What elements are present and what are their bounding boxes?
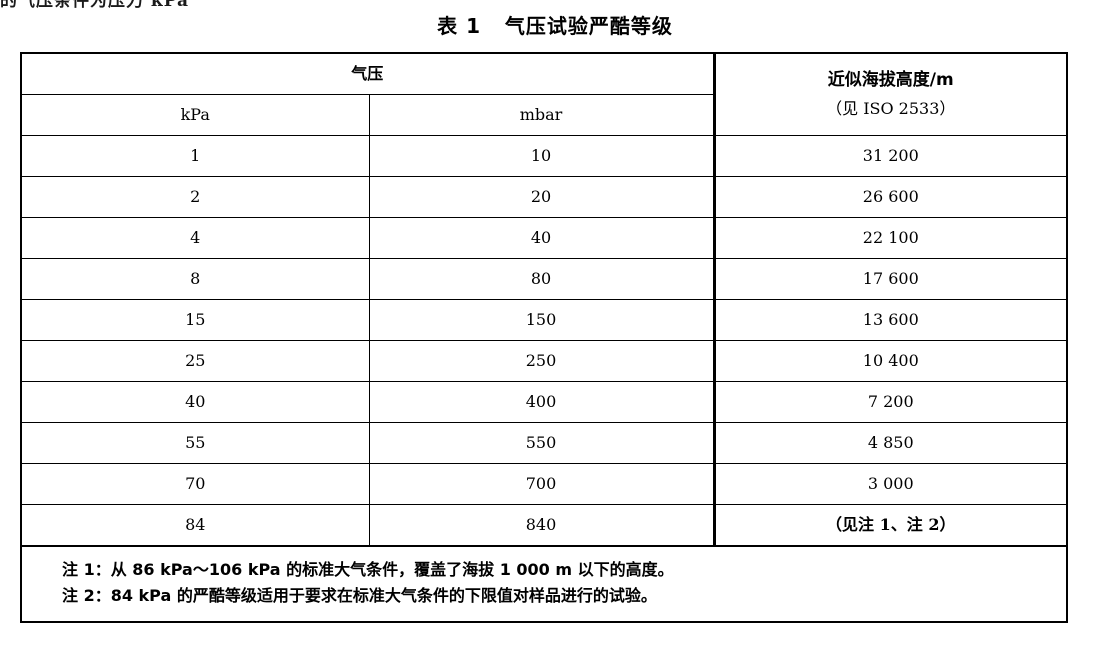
cell-altitude: 13 600 — [712, 299, 1068, 341]
cell-kpa: 40 — [20, 381, 370, 423]
pressure-severity-table: 气压 近似海拔高度/m （见 ISO 2533） kPa mbar 1 10 3… — [20, 52, 1069, 623]
table-notes-row: 注 1：从 86 kPa～106 kPa 的标准大气条件，覆盖了海拔 1 000… — [20, 545, 1068, 623]
cell-altitude: 26 600 — [712, 176, 1068, 218]
table-caption: 表 1 气压试验严酷等级 — [437, 14, 673, 38]
header-unit-mbar: mbar — [368, 94, 715, 136]
table-row: 2 20 26 600 — [20, 176, 1068, 218]
note-1: 注 1：从 86 kPa～106 kPa 的标准大气条件，覆盖了海拔 1 000… — [62, 560, 674, 579]
cell-mbar: 10 — [368, 135, 715, 177]
table-row: 4 40 22 100 — [20, 217, 1068, 259]
table-row: 25 250 10 400 — [20, 340, 1068, 382]
cell-altitude: 17 600 — [712, 258, 1068, 300]
cell-mbar: 700 — [368, 463, 715, 505]
table-row: 8 80 17 600 — [20, 258, 1068, 300]
cell-altitude: 31 200 — [712, 135, 1068, 177]
cell-kpa: 84 — [20, 504, 370, 547]
cell-altitude: 4 850 — [712, 422, 1068, 464]
table-row: 40 400 7 200 — [20, 381, 1068, 423]
cell-mbar: 80 — [368, 258, 715, 300]
cell-kpa: 55 — [20, 422, 370, 464]
header-altitude-line2: （见 ISO 2533） — [826, 98, 956, 118]
cell-kpa: 15 — [20, 299, 370, 341]
note-2: 注 2：84 kPa 的严酷等级适用于要求在标准大气条件的下限值对样品进行的试验… — [62, 586, 657, 605]
cell-kpa: 1 — [20, 135, 370, 177]
header-altitude: 近似海拔高度/m （见 ISO 2533） — [712, 52, 1068, 136]
table-header-row-units: kPa mbar — [20, 94, 1067, 136]
table-row: 55 550 4 850 — [20, 422, 1068, 464]
cell-mbar: 250 — [368, 340, 715, 382]
cell-mbar: 20 — [368, 176, 715, 218]
table-row: 70 700 3 000 — [20, 463, 1068, 505]
cutoff-text-line: 的气压条件为压力 kPa — [0, 0, 420, 8]
cell-mbar: 550 — [368, 422, 715, 464]
cell-altitude: 10 400 — [712, 340, 1068, 382]
cell-mbar: 400 — [368, 381, 715, 423]
cell-kpa: 70 — [20, 463, 370, 505]
cell-kpa: 2 — [20, 176, 370, 218]
header-pressure-group: 气压 — [20, 52, 715, 95]
table-row: 84 840 （见注 1、注 2） — [20, 504, 1068, 547]
cell-kpa: 8 — [20, 258, 370, 300]
table-row: 1 10 31 200 — [20, 135, 1068, 177]
header-unit-kpa: kPa — [20, 94, 370, 136]
cell-kpa: 4 — [20, 217, 370, 259]
table-row: 15 150 13 600 — [20, 299, 1068, 341]
header-altitude-line1: 近似海拔高度/m — [827, 70, 954, 91]
cell-altitude: 22 100 — [712, 217, 1068, 259]
table-notes: 注 1：从 86 kPa～106 kPa 的标准大气条件，覆盖了海拔 1 000… — [20, 545, 1068, 623]
cell-altitude: （见注 1、注 2） — [712, 504, 1068, 547]
cell-altitude: 7 200 — [712, 381, 1068, 423]
cell-mbar: 840 — [368, 504, 715, 547]
cell-mbar: 40 — [368, 217, 715, 259]
cell-mbar: 150 — [368, 299, 715, 341]
cell-altitude: 3 000 — [712, 463, 1068, 505]
table-header-row-group: 气压 近似海拔高度/m （见 ISO 2533） — [20, 52, 1068, 136]
cell-kpa: 25 — [20, 340, 370, 382]
